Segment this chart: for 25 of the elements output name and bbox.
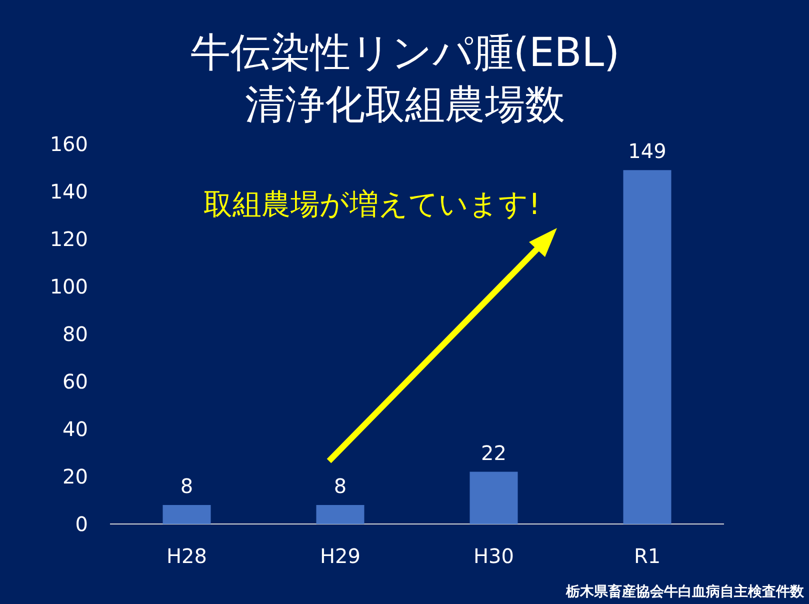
- bar: [470, 472, 518, 524]
- chart-title: 牛伝染性リンパ腫(EBL): [190, 30, 620, 76]
- y-tick-label: 80: [62, 322, 88, 346]
- chart-subtitle: 清浄化取組農場数: [245, 82, 565, 128]
- y-tick-label: 120: [50, 227, 88, 251]
- x-tick-label: H28: [166, 544, 207, 568]
- annotation: 取組農場が増えています!: [204, 187, 540, 221]
- text: 栃木県畜産協会牛白血病自主検査件数: [565, 583, 805, 600]
- y-tick-label: 40: [62, 417, 88, 441]
- y-tick-label: 0: [75, 512, 88, 536]
- data-label: 22: [481, 440, 506, 465]
- x-tick-label: H29: [320, 544, 360, 568]
- y-tick-label: 20: [62, 464, 88, 488]
- bar: [623, 170, 672, 524]
- y-tick-label: 160: [50, 132, 88, 156]
- data-label: 149: [628, 139, 666, 164]
- bar: [316, 505, 364, 524]
- y-tick-label: 60: [62, 370, 88, 394]
- data-label: 8: [180, 474, 194, 498]
- x-tick-label: H30: [474, 544, 514, 568]
- bar: [162, 505, 211, 524]
- data-label: 8: [334, 474, 347, 498]
- y-tick-label: 140: [50, 180, 88, 204]
- y-tick-label: 100: [50, 274, 88, 298]
- x-tick-label: R1: [634, 544, 661, 568]
